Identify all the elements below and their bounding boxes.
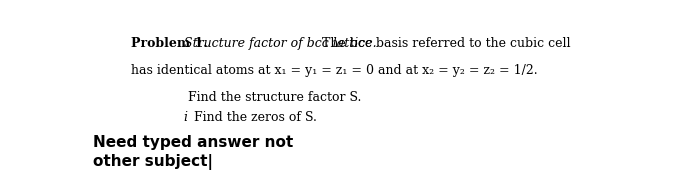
- Text: The bcc basis referred to the cubic cell: The bcc basis referred to the cubic cell: [317, 37, 570, 50]
- Text: has identical atoms at x₁ = y₁ = z₁ = 0 and at x₂ = y₂ = z₂ = 1/2.: has identical atoms at x₁ = y₁ = z₁ = 0 …: [131, 64, 538, 77]
- Text: Find the zeros of S.: Find the zeros of S.: [190, 111, 317, 124]
- Text: Need typed answer not: Need typed answer not: [93, 135, 298, 150]
- Text: i: i: [183, 111, 187, 124]
- Text: Structure factor of bcc lattice.: Structure factor of bcc lattice.: [184, 37, 377, 50]
- Text: Find the structure factor S.: Find the structure factor S.: [187, 90, 361, 104]
- Text: Problem 1.: Problem 1.: [131, 37, 208, 50]
- Text: other subject|: other subject|: [93, 153, 213, 169]
